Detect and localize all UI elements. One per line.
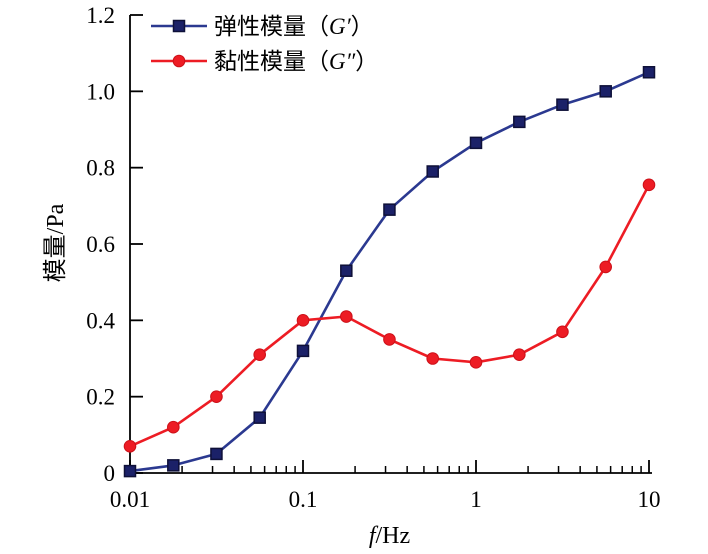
legend-label: 弹性模量（G′） xyxy=(214,14,374,39)
series-1-marker xyxy=(513,348,526,361)
x-axis-title: f/Hz xyxy=(369,523,410,549)
y-tick-label: 0.8 xyxy=(86,156,115,181)
series-line-0 xyxy=(129,71,650,473)
legend-entry-0: 弹性模量（G′） xyxy=(151,14,374,39)
series-1-marker xyxy=(296,314,310,327)
series-1-marker xyxy=(123,439,137,453)
x-tick-label: 0.01 xyxy=(110,487,150,512)
x-tick-label: 1 xyxy=(470,487,482,512)
series-line-1 xyxy=(129,184,651,448)
series-0-marker xyxy=(210,447,223,461)
y-tick-label: 1.0 xyxy=(86,79,115,104)
series-1-marker xyxy=(426,352,440,365)
series-1-marker xyxy=(383,333,396,346)
series-0-marker xyxy=(123,464,137,478)
y-tick-label: 0.2 xyxy=(86,385,115,410)
series-1-marker xyxy=(167,420,180,434)
legend-label: 黏性模量（G″） xyxy=(214,49,378,74)
y-tick-label: 1.2 xyxy=(86,3,115,28)
series-0-marker xyxy=(556,98,569,111)
series-1-marker xyxy=(253,348,267,361)
series-1-marker xyxy=(210,390,223,403)
y-tick-label: 0 xyxy=(104,461,116,486)
series-1-marker xyxy=(556,325,569,339)
y-tick-label: 0.4 xyxy=(86,308,115,333)
series-0-marker xyxy=(599,85,612,98)
y-tick-label: 0.6 xyxy=(86,232,115,257)
y-axis-title: 模量/Pa xyxy=(42,203,69,282)
series-0-marker xyxy=(340,264,353,277)
x-tick-label: 10 xyxy=(638,487,661,512)
series-0-marker xyxy=(383,203,396,216)
series-0-marker xyxy=(253,411,266,424)
series-0-marker xyxy=(469,136,483,150)
legend-entry-1: 黏性模量（G″） xyxy=(151,49,378,74)
series-1-marker xyxy=(340,310,353,323)
legend-circle-marker-icon xyxy=(172,54,186,68)
series-0-marker xyxy=(642,66,656,79)
series-0-marker xyxy=(426,165,439,178)
series-1-marker xyxy=(642,178,656,192)
series-1-marker xyxy=(469,356,483,369)
series-0-marker xyxy=(296,344,310,358)
series-1-marker xyxy=(599,260,613,274)
legend-square-marker-icon xyxy=(172,19,186,33)
series-0-marker xyxy=(167,459,180,472)
x-tick-label: 0.1 xyxy=(289,487,318,512)
series-0-marker xyxy=(513,115,526,129)
